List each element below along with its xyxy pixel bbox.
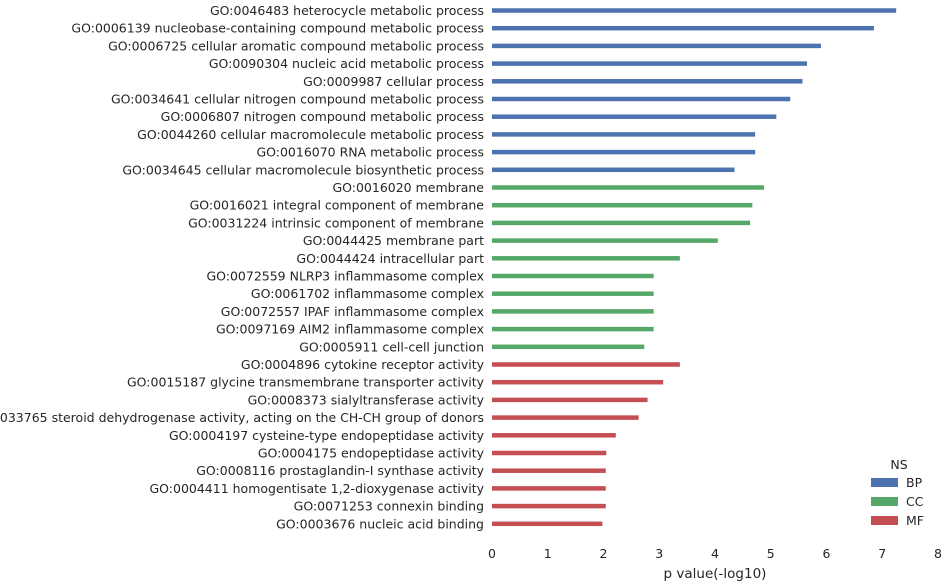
- bar-mf: [492, 503, 606, 509]
- category-label: GO:0008373 sialyltransferase activity: [248, 392, 485, 407]
- x-tick-label: 2: [600, 546, 608, 561]
- bar-mf: [492, 397, 648, 403]
- x-tick-label: 8: [934, 546, 942, 561]
- category-label: GO:0071253 connexin binding: [294, 499, 484, 514]
- bar-cc: [492, 238, 718, 243]
- legend-swatch-cc: [871, 497, 898, 506]
- category-label: GO:0006139 nucleobase-containing compoun…: [71, 21, 484, 36]
- bar-bp: [492, 43, 821, 49]
- category-label: GO:0044424 intracellular part: [296, 251, 484, 266]
- bar-bp: [492, 61, 807, 66]
- bar-cc: [492, 291, 654, 296]
- x-tick-label: 3: [655, 546, 663, 561]
- category-label: GO:0004411 homogentisate 1,2-dioxygenase…: [149, 481, 484, 496]
- category-label: GO:0006725 cellular aromatic compound me…: [108, 38, 484, 53]
- bar-cc: [492, 185, 765, 190]
- bar-cc: [492, 202, 753, 208]
- category-label: GO:0033765 steroid dehydrogenase activit…: [0, 410, 484, 425]
- legend-label: CC: [906, 494, 924, 509]
- category-label: GO:0006807 nitrogen compound metabolic p…: [161, 109, 484, 124]
- bar-cc: [492, 273, 654, 279]
- category-label: GO:0005911 cell-cell junction: [299, 339, 484, 354]
- category-label: GO:0090304 nucleic acid metabolic proces…: [209, 56, 484, 71]
- bar-cc: [492, 326, 654, 332]
- category-label: GO:0004175 endopeptidase activity: [258, 446, 485, 461]
- bar-mf: [492, 450, 607, 456]
- category-label: GO:0072559 NLRP3 inflammasome complex: [206, 269, 484, 284]
- x-tick-label: 7: [878, 546, 886, 561]
- legend-label: BP: [906, 475, 923, 490]
- x-axis: 0 1 2 3 4 5 6 7 8: [488, 546, 942, 561]
- bar-bp: [492, 8, 897, 13]
- x-tick-label: 4: [711, 546, 719, 561]
- bar-bp: [492, 132, 756, 137]
- category-label: GO:0008116 prostaglandin-I synthase acti…: [196, 463, 484, 478]
- bar-bp: [492, 114, 777, 119]
- bar-mf: [492, 486, 606, 491]
- bar-bp: [492, 79, 803, 84]
- bar-mf: [492, 468, 606, 473]
- bar-bp: [492, 167, 735, 173]
- x-tick-label: 5: [767, 546, 775, 561]
- category-label: GO:0031224 intrinsic component of membra…: [188, 215, 484, 230]
- x-tick-label: 1: [544, 546, 552, 561]
- bar-cc: [492, 256, 680, 261]
- category-label: GO:0034641 cellular nitrogen compound me…: [111, 92, 484, 107]
- category-label: GO:0061702 inflammasome complex: [251, 286, 484, 301]
- legend-label: MF: [906, 513, 924, 528]
- bar-bp: [492, 96, 791, 102]
- bar-bp: [492, 25, 874, 31]
- category-label: GO:0015187 glycine transmembrane transpo…: [127, 375, 485, 390]
- legend-swatch-mf: [871, 516, 898, 525]
- category-label: GO:0016070 RNA metabolic process: [256, 145, 484, 160]
- legend-title: NS: [890, 457, 907, 472]
- bar-bp: [492, 149, 756, 155]
- bar-cc: [492, 344, 645, 350]
- legend-swatch-bp: [871, 478, 898, 487]
- category-label: GO:0072557 IPAF inflammasome complex: [221, 304, 484, 319]
- x-axis-title: p value(-log10): [664, 566, 767, 582]
- category-label: GO:0004197 cysteine-type endopeptidase a…: [169, 428, 485, 443]
- x-tick-label: 6: [823, 546, 831, 561]
- category-labels: GO:0046483 heterocycle metabolic process…: [0, 3, 485, 531]
- category-label: GO:0003676 nucleic acid binding: [276, 516, 484, 531]
- bar-mf: [492, 362, 680, 367]
- bar-cc: [492, 309, 654, 314]
- bar-cc: [492, 220, 751, 226]
- category-label: GO:0097169 AIM2 inflammasome complex: [216, 322, 484, 337]
- category-label: GO:0034645 cellular macromolecule biosyn…: [122, 162, 484, 177]
- category-label: GO:0016020 membrane: [332, 180, 484, 195]
- category-label: GO:0044425 membrane part: [303, 233, 484, 248]
- bars-layer: [492, 8, 897, 527]
- x-tick-label: 0: [488, 546, 496, 561]
- category-label: GO:0046483 heterocycle metabolic process: [210, 3, 484, 18]
- category-label: GO:0004896 cytokine receptor activity: [241, 357, 485, 372]
- bar-mf: [492, 415, 639, 420]
- category-label: GO:0009987 cellular process: [303, 74, 484, 89]
- bar-mf: [492, 521, 603, 527]
- bar-mf: [492, 379, 664, 385]
- category-label: GO:0016021 integral component of membran…: [190, 198, 485, 213]
- bar-mf: [492, 433, 616, 438]
- legend: NS BP CC MF: [871, 457, 924, 528]
- category-label: GO:0044260 cellular macromolecule metabo…: [137, 127, 484, 142]
